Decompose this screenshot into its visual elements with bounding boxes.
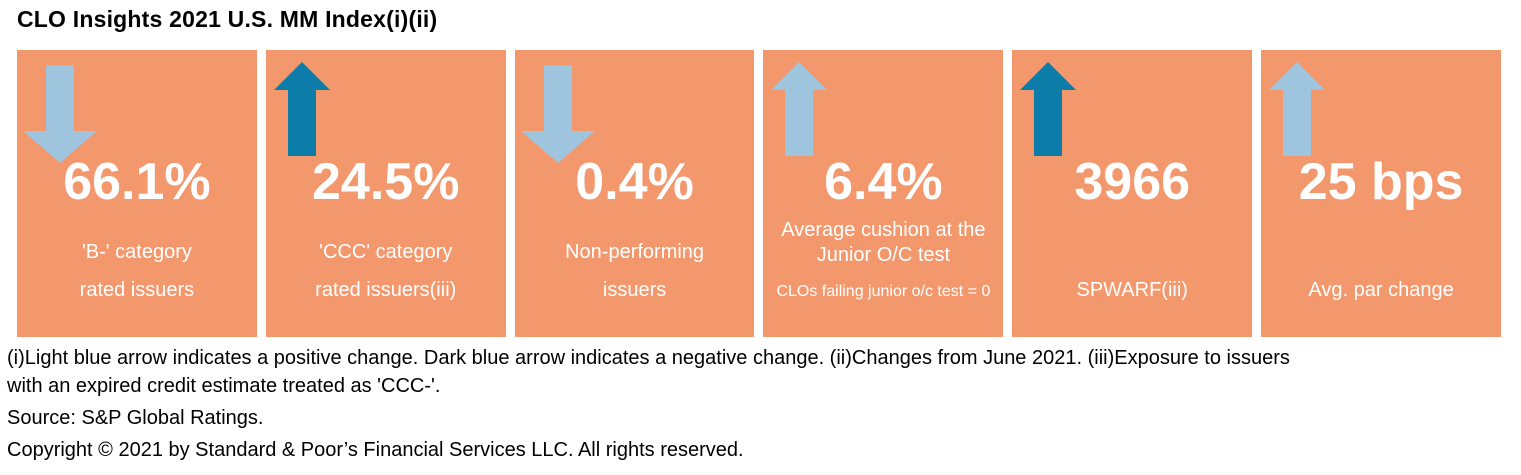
metric-label: Non-performing issuers (515, 233, 755, 309)
metric-card-nonperforming-issuers: 0.4% Non-performing issuers (514, 50, 755, 337)
metric-card-junior-oc-cushion: 6.4% Average cushion at the Junior O/C t… (763, 50, 1004, 337)
arrow-up-icon (771, 62, 828, 156)
arrow-up-icon (1269, 62, 1326, 156)
metric-label: 'B-' category rated issuers (17, 233, 257, 309)
footnote-line1: (i)Light blue arrow indicates a positive… (7, 347, 1290, 369)
page-title: CLO Insights 2021 U.S. MM Index(i)(ii) (17, 6, 438, 32)
arrow-up-shape (771, 62, 828, 156)
arrow-up-shape (273, 62, 330, 156)
source-line: Source: S&P Global Ratings. (7, 407, 264, 429)
arrow-down-shape (520, 65, 595, 163)
metric-label: Average cushion at the Junior O/C test (763, 218, 1003, 268)
arrow-up-icon (273, 62, 330, 156)
metric-label-line2: issuers (602, 279, 667, 301)
copyright-line: Copyright © 2021 by Standard & Poor’s Fi… (7, 439, 744, 461)
arrow-up-shape (1020, 62, 1077, 156)
metric-card-ccc-issuers: 24.5% 'CCC' category rated issuers(iii) (265, 50, 506, 337)
metric-label: Avg. par change (1308, 279, 1454, 301)
metric-label: 'CCC' category rated issuers(iii) (266, 233, 506, 309)
metric-card-b-minus-issuers: 66.1% 'B-' category rated issuers (17, 50, 257, 337)
metric-label-line2: rated issuers (79, 279, 195, 301)
footnote-line2: with an expired credit estimate treated … (7, 375, 441, 397)
arrow-up-shape (1269, 62, 1326, 156)
metric-label-line1: Average cushion at the (781, 219, 986, 241)
arrow-down-icon (23, 65, 97, 163)
metric-value: 24.5% (312, 153, 460, 211)
metric-sublabel: CLOs failing junior o/c test = 0 (776, 283, 991, 300)
metric-value: 6.4% (824, 153, 943, 211)
arrow-down-icon (520, 65, 595, 163)
metric-label-line1: Non-performing (565, 241, 705, 263)
metric-value: 0.4% (575, 153, 694, 211)
metric-value: 25 bps (1298, 153, 1464, 211)
metric-value: 66.1% (63, 153, 211, 211)
metric-cards-row: 66.1% 'B-' category rated issuers 24.5% … (17, 50, 1501, 337)
arrow-down-shape (23, 65, 97, 163)
arrow-up-icon (1020, 62, 1077, 156)
metric-label-line1: 'B-' category (81, 241, 192, 263)
metric-label-line1: 'CCC' category (319, 241, 453, 263)
metric-label: SPWARF(iii) (1076, 279, 1188, 301)
metric-label-line2: Junior O/C test (816, 244, 951, 266)
metric-value: 3966 (1074, 153, 1191, 211)
metric-card-avg-par-change: 25 bps Avg. par change (1261, 50, 1501, 337)
metric-card-spwarf: 3966 SPWARF(iii) (1012, 50, 1253, 337)
footnote: (i)Light blue arrow indicates a positive… (7, 344, 1511, 400)
metric-label-line2: rated issuers(iii) (315, 279, 457, 301)
